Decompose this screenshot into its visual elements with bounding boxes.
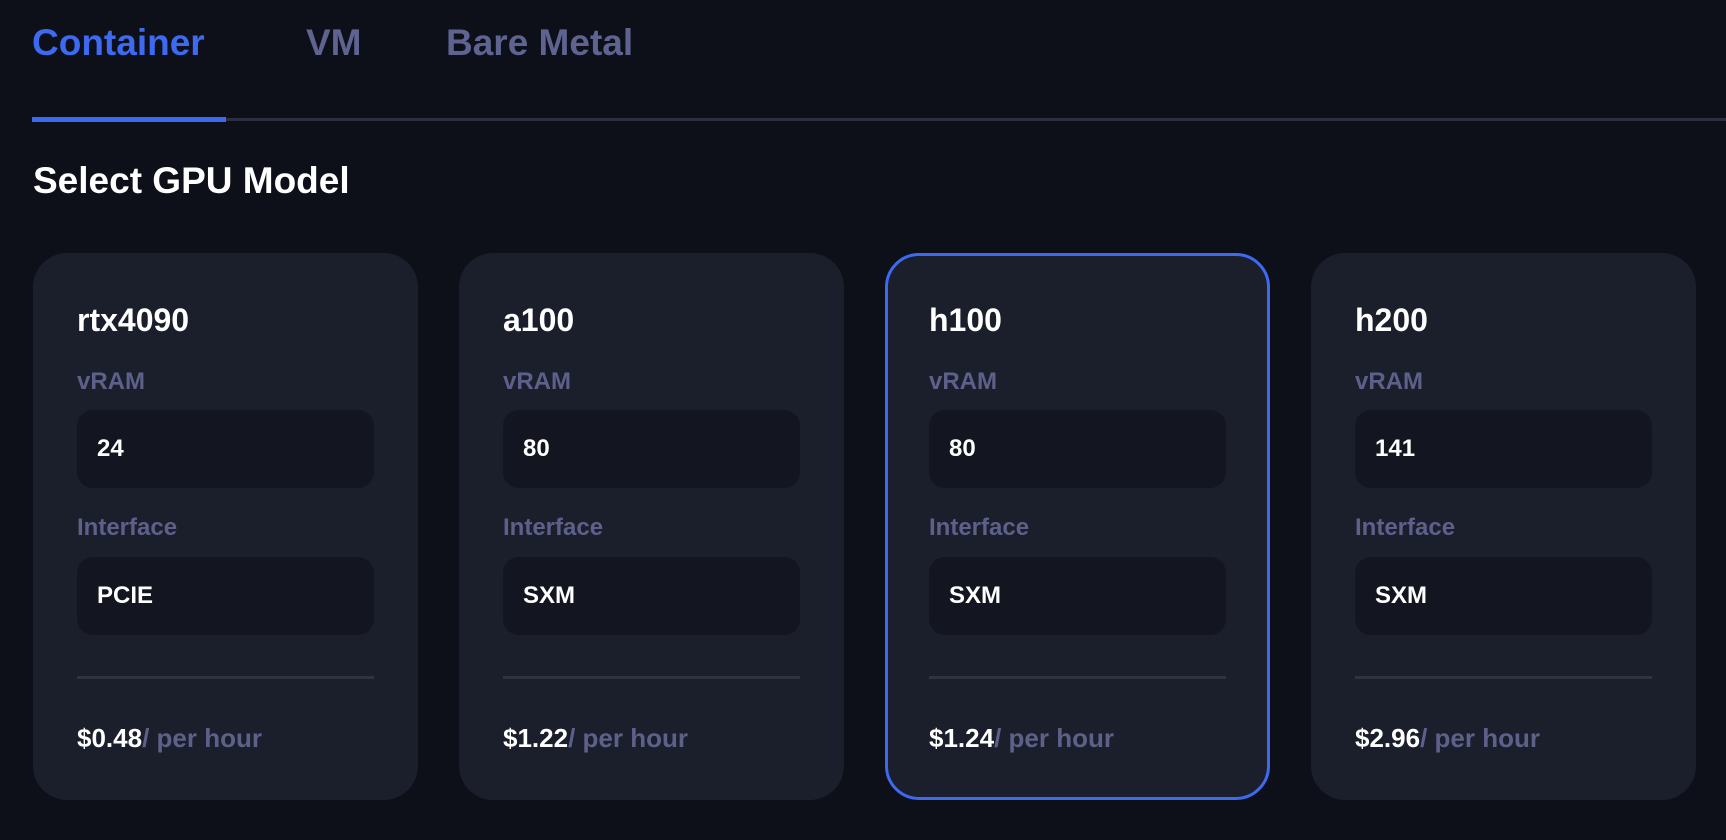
vram-value: 80 — [929, 410, 1226, 488]
gpu-card-rtx4090[interactable]: rtx4090 vRAM 24 Interface PCIE $0.48/ pe… — [33, 253, 418, 800]
tab-bare-metal[interactable]: Bare Metal — [446, 22, 634, 63]
price-amount: $1.22 — [503, 723, 569, 753]
gpu-name: h200 — [1355, 302, 1428, 338]
price: $1.24/ per hour — [929, 723, 1114, 754]
active-tab-indicator — [32, 117, 226, 122]
vram-value: 80 — [503, 410, 800, 488]
price-amount: $2.96 — [1355, 723, 1421, 753]
card-divider — [77, 676, 374, 679]
gpu-card-h200[interactable]: h200 vRAM 141 Interface SXM $2.96/ per h… — [1311, 253, 1696, 800]
interface-value: PCIE — [77, 557, 374, 635]
vram-label: vRAM — [503, 368, 572, 395]
card-divider — [929, 676, 1226, 679]
price-unit: / per hour — [142, 723, 262, 753]
vram-value: 141 — [1355, 410, 1652, 488]
vram-label: vRAM — [929, 368, 998, 395]
interface-label: Interface — [503, 514, 604, 541]
interface-label: Interface — [1355, 514, 1456, 541]
price-unit: / per hour — [1420, 723, 1540, 753]
interface-label: Interface — [77, 514, 178, 541]
card-divider — [1355, 676, 1652, 679]
vram-value: 24 — [77, 410, 374, 488]
price: $2.96/ per hour — [1355, 723, 1540, 754]
card-divider — [503, 676, 800, 679]
price-unit: / per hour — [568, 723, 688, 753]
interface-value: SXM — [503, 557, 800, 635]
gpu-card-a100[interactable]: a100 vRAM 80 Interface SXM $1.22/ per ho… — [459, 253, 844, 800]
interface-value: SXM — [929, 557, 1226, 635]
gpu-name: a100 — [503, 302, 575, 338]
gpu-name: rtx4090 — [77, 302, 190, 338]
page-title: Select GPU Model — [33, 160, 350, 201]
interface-value: SXM — [1355, 557, 1652, 635]
price: $0.48/ per hour — [77, 723, 262, 754]
interface-label: Interface — [929, 514, 1030, 541]
tab-container[interactable]: Container — [32, 22, 205, 63]
price: $1.22/ per hour — [503, 723, 688, 754]
tab-bar-divider — [32, 118, 1726, 121]
price-amount: $0.48 — [77, 723, 143, 753]
price-amount: $1.24 — [929, 723, 995, 753]
tab-bar: Container VM Bare Metal — [0, 0, 1726, 122]
vram-label: vRAM — [77, 368, 146, 395]
tab-vm[interactable]: VM — [306, 22, 362, 63]
gpu-name: h100 — [929, 302, 1002, 338]
price-unit: / per hour — [994, 723, 1114, 753]
vram-label: vRAM — [1355, 368, 1424, 395]
gpu-card-h100[interactable]: h100 vRAM 80 Interface SXM $1.24/ per ho… — [885, 253, 1270, 800]
